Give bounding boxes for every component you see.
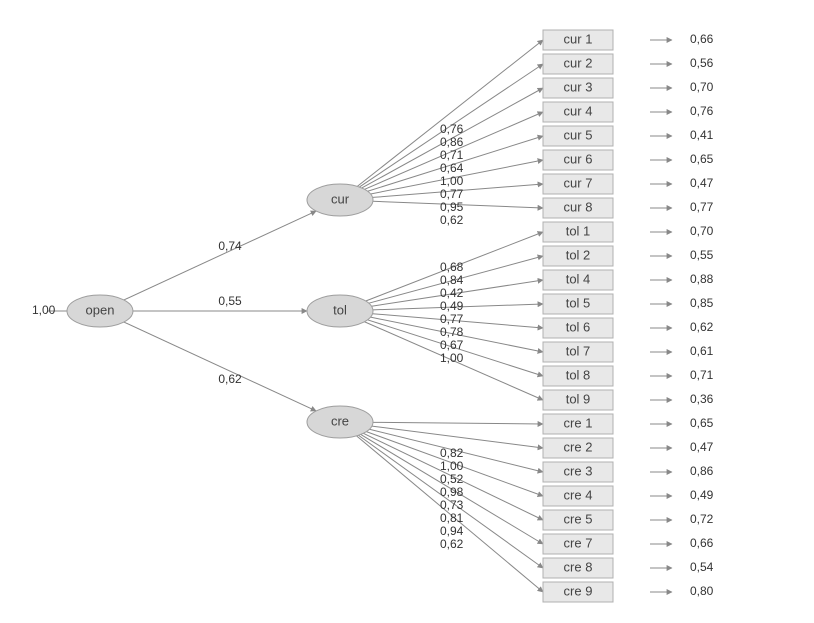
indicator-tol-4-label: tol 6 [566, 319, 591, 334]
edge-root-cre [124, 322, 316, 411]
error-cur-5: 0,65 [690, 152, 714, 166]
loading-tol-3: 0,49 [440, 299, 464, 313]
indicator-cur-3-label: cur 4 [564, 103, 593, 118]
sem-path-diagram: open cur cur 1 cur 2 cur 3 cur 4 cur 5 cur 6 cur… [0, 0, 814, 623]
error-cre-1: 0,47 [690, 440, 714, 454]
loading-tol-5: 0,78 [440, 325, 464, 339]
loading-cur-0: 0,76 [440, 122, 464, 136]
error-cur-6: 0,47 [690, 176, 714, 190]
indicator-cur-5-label: cur 6 [564, 151, 593, 166]
indicator-cur-0-label: cur 1 [564, 31, 593, 46]
loading-cur-5: 0,77 [440, 187, 464, 201]
indicator-tol-0-label: tol 1 [566, 223, 591, 238]
error-tol-7: 0,36 [690, 392, 714, 406]
indicator-cre-1-label: cre 2 [564, 439, 593, 454]
loading-cre-7: 0,62 [440, 537, 464, 551]
loading-cre-0: 0,82 [440, 446, 464, 460]
error-cre-2: 0,86 [690, 464, 714, 478]
error-cre-5: 0,66 [690, 536, 714, 550]
indicator-cur-2-label: cur 3 [564, 79, 593, 94]
indicator-tol-1-label: tol 2 [566, 247, 591, 262]
loading-cre-5: 0,81 [440, 511, 464, 525]
loading-cre-3: 0,98 [440, 485, 464, 499]
error-cre-7: 0,80 [690, 584, 714, 598]
error-cre-0: 0,65 [690, 416, 714, 430]
indicator-cre-5-label: cre 7 [564, 535, 593, 550]
error-tol-5: 0,61 [690, 344, 714, 358]
indicator-tol-2-label: tol 4 [566, 271, 591, 286]
loading-cur-7: 0,62 [440, 213, 464, 227]
loading-root-tol: 0,55 [218, 294, 242, 308]
error-tol-3: 0,85 [690, 296, 714, 310]
indicator-cre-3-label: cre 4 [564, 487, 593, 502]
latent-cre-label: cre [331, 413, 349, 428]
error-cur-2: 0,70 [690, 80, 714, 94]
indicator-cur-1-label: cur 2 [564, 55, 593, 70]
indicator-cre-4-label: cre 5 [564, 511, 593, 526]
loading-cre-1: 1,00 [440, 459, 464, 473]
root-error-label: 1,00 [32, 303, 56, 317]
indicator-cre-2-label: cre 3 [564, 463, 593, 478]
latent-tol-label: tol [333, 302, 347, 317]
loading-cur-6: 0,95 [440, 200, 464, 214]
loading-cre-4: 0,73 [440, 498, 464, 512]
loading-cur-4: 1,00 [440, 174, 464, 188]
indicator-cre-6-label: cre 8 [564, 559, 593, 574]
loading-root-cre: 0,62 [218, 372, 242, 386]
loading-tol-1: 0,84 [440, 273, 464, 287]
latent-cur-label: cur [331, 191, 350, 206]
indicator-cur-6-label: cur 7 [564, 175, 593, 190]
indicator-cur-7-label: cur 8 [564, 199, 593, 214]
error-cur-7: 0,77 [690, 200, 714, 214]
error-tol-6: 0,71 [690, 368, 714, 382]
error-cre-4: 0,72 [690, 512, 714, 526]
loading-tol-7: 1,00 [440, 351, 464, 365]
loading-tol-0: 0,68 [440, 260, 464, 274]
error-tol-4: 0,62 [690, 320, 714, 334]
error-tol-2: 0,88 [690, 272, 714, 286]
loading-tol-4: 0,77 [440, 312, 464, 326]
edge-root-cur [124, 211, 316, 300]
indicator-cre-7-label: cre 9 [564, 583, 593, 598]
indicator-tol-7-label: tol 9 [566, 391, 591, 406]
loading-cur-3: 0,64 [440, 161, 464, 175]
indicator-cre-0-label: cre 1 [564, 415, 593, 430]
error-cur-1: 0,56 [690, 56, 714, 70]
error-cur-4: 0,41 [690, 128, 714, 142]
root-node-label: open [86, 302, 115, 317]
edge-cre-0 [373, 422, 543, 424]
edge-cre-1 [372, 426, 543, 448]
loading-cur-1: 0,86 [440, 135, 464, 149]
error-cur-0: 0,66 [690, 32, 714, 46]
loading-cre-2: 0,52 [440, 472, 464, 486]
error-cre-3: 0,49 [690, 488, 714, 502]
error-cur-3: 0,76 [690, 104, 714, 118]
error-cre-6: 0,54 [690, 560, 714, 574]
indicator-tol-6-label: tol 8 [566, 367, 591, 382]
loading-cur-2: 0,71 [440, 148, 464, 162]
loading-tol-6: 0,67 [440, 338, 464, 352]
loading-tol-2: 0,42 [440, 286, 464, 300]
indicator-cur-4-label: cur 5 [564, 127, 593, 142]
error-tol-1: 0,55 [690, 248, 714, 262]
indicator-tol-3-label: tol 5 [566, 295, 591, 310]
indicator-tol-5-label: tol 7 [566, 343, 591, 358]
loading-root-cur: 0,74 [218, 239, 242, 253]
error-tol-0: 0,70 [690, 224, 714, 238]
loading-cre-6: 0,94 [440, 524, 464, 538]
